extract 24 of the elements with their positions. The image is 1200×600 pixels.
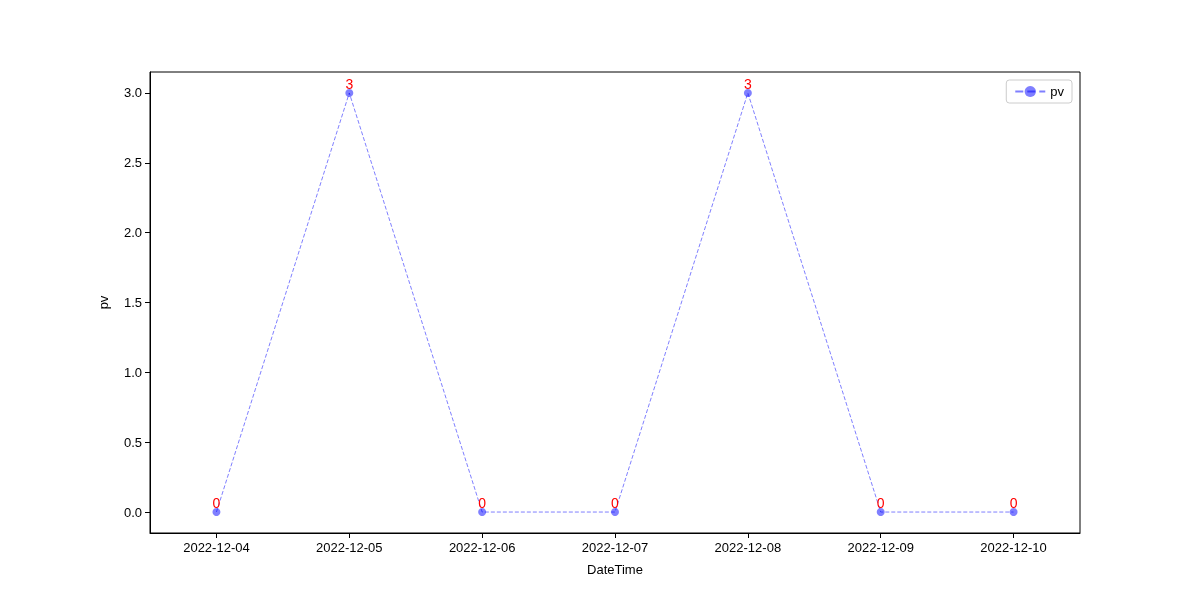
data-label: 0: [876, 495, 885, 512]
x-tick-label: 2022-12-09: [847, 540, 914, 555]
data-label: 0: [212, 495, 221, 512]
x-tick-label: 2022-12-04: [183, 540, 250, 555]
data-label: 3: [743, 75, 752, 92]
y-axis-title: pv: [96, 295, 111, 310]
y-tick-label: 0.5: [123, 434, 142, 450]
x-tick-label: 2022-12-05: [316, 540, 383, 555]
legend-label: pv: [1050, 84, 1065, 99]
x-tick-label: 2022-12-07: [581, 540, 649, 555]
y-tick-label: 1.0: [123, 364, 142, 380]
y-tick-label: 2.0: [123, 225, 142, 241]
x-tick-label: 2022-12-08: [714, 540, 782, 555]
x-axis-title: DateTime: [587, 562, 643, 577]
x-tick-label: 2022-12-10: [980, 540, 1047, 555]
y-tick-label: 2.5: [123, 155, 142, 171]
y-tick-label: 1.5: [123, 295, 142, 310]
data-label: 0: [611, 495, 620, 512]
data-label: 0: [1009, 495, 1018, 512]
y-tick-label: 3.0: [123, 85, 142, 101]
y-tick-label: 0.0: [123, 504, 142, 520]
x-tick-label: 2022-12-06: [448, 540, 516, 555]
data-label: 3: [345, 75, 354, 92]
data-label: 0: [478, 495, 487, 512]
